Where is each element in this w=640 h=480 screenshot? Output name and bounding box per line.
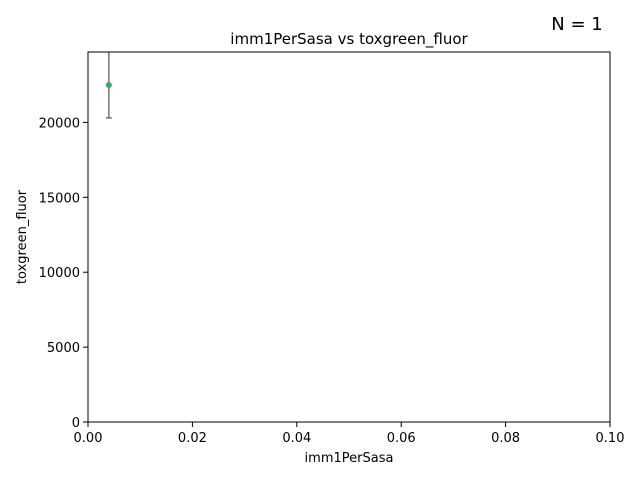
- y-axis-title: toxgreen_fluor: [15, 189, 30, 284]
- x-tick-label: 0.10: [596, 431, 625, 446]
- y-tick-label: 20000: [39, 116, 80, 131]
- y-tick-label: 0: [72, 416, 80, 431]
- chart-title: imm1PerSasa vs toxgreen_fluor: [230, 30, 468, 49]
- y-tick-label: 10000: [39, 266, 80, 281]
- x-tick-label: 0.06: [387, 431, 416, 446]
- plot-frame: [87, 51, 611, 423]
- x-axis-title: imm1PerSasa: [305, 451, 394, 466]
- y-axis-ticks: 0 5000 10000 15000 20000: [39, 116, 88, 431]
- x-tick-label: 0.04: [282, 431, 311, 446]
- x-tick-label: 0.08: [491, 431, 520, 446]
- x-tick-label: 0.02: [178, 431, 207, 446]
- x-tick-label: 0.00: [74, 431, 103, 446]
- sample-count-annotation: N = 1: [551, 14, 602, 35]
- data-point: [105, 81, 112, 88]
- y-tick-label: 15000: [39, 191, 80, 206]
- plot-marks: [105, 52, 112, 119]
- x-axis-ticks: 0.00 0.02 0.04 0.06 0.08 0.10: [74, 422, 625, 446]
- y-tick-label: 5000: [47, 341, 80, 356]
